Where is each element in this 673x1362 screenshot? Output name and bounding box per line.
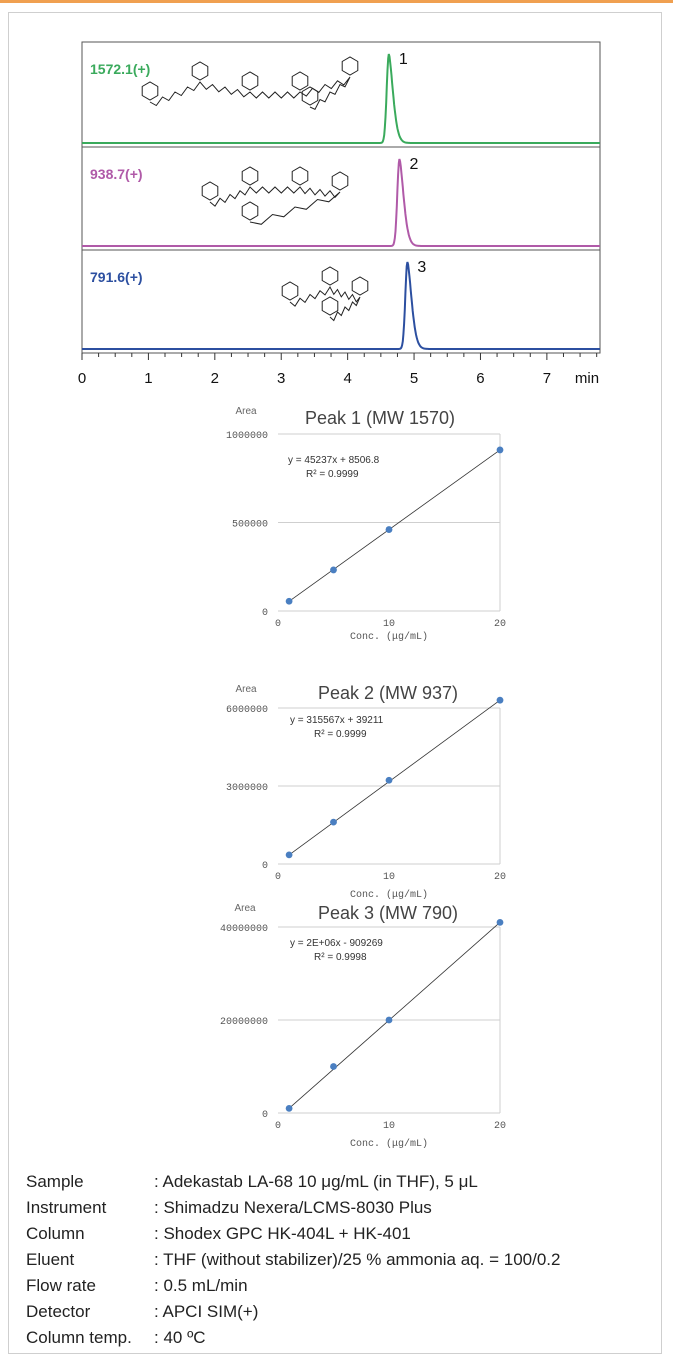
trend-equation: y = 315567x + 39211	[290, 715, 384, 726]
chromatogram: 1572.1(+) 1 938.7(+) 2 791.6(+) 3 0 1 2 3 4 5 6 7 min	[78, 41, 601, 387]
x-tick-label: 10	[383, 1121, 395, 1132]
molecule-ring	[341, 56, 359, 76]
chromatogram-frame	[81, 41, 601, 354]
peak-number-1: 1	[399, 51, 408, 68]
x-axis-label: Conc. (μg/mL)	[350, 889, 428, 901]
y-axis-label: Area	[235, 406, 257, 417]
trace-3	[82, 261, 600, 350]
x-tick-label: 6	[476, 370, 484, 387]
trend-equation: y = 2E+06x - 909269	[290, 938, 383, 949]
trend-r-squared: R² = 0.9999	[314, 729, 367, 740]
trace-2	[82, 158, 600, 247]
x-tick-label: 3	[277, 370, 285, 387]
data-point	[496, 918, 504, 926]
trendline	[288, 449, 501, 602]
x-axis-unit: min	[575, 370, 599, 387]
x-axis-label: Conc. (μg/mL)	[350, 1138, 428, 1150]
molecule-ring	[291, 71, 309, 91]
data-point	[385, 526, 393, 533]
mz-label-3: 791.6(+)	[90, 269, 143, 285]
calibration-chart-1: Peak 1 (MW 1570) Area 0 500000 1000000 0 10 20 C…	[226, 406, 506, 643]
calibration-chart-3: Peak 3 (MW 790) Area 0 20000000 40000000 0 10 2…	[220, 903, 506, 1150]
data-point	[496, 696, 504, 704]
data-point	[285, 597, 293, 605]
y-tick-label: 0	[262, 1110, 268, 1121]
y-axis-label: Area	[234, 903, 256, 914]
molecule-ring	[241, 71, 259, 91]
molecule-ring	[321, 296, 339, 316]
y-axis-label: Area	[235, 684, 257, 695]
molecule-structure-1	[141, 56, 359, 110]
mz-label-2: 938.7(+)	[90, 166, 143, 182]
calibration-chart-2: Peak 2 (MW 937) Area 0 3000000 6000000 0 10 20 C…	[226, 683, 506, 901]
data-point	[385, 776, 393, 784]
x-tick-label: 4	[343, 370, 351, 387]
x-tick-label: 10	[383, 872, 395, 883]
molecule-backbone	[149, 76, 351, 110]
trend-r-squared: R² = 0.9999	[306, 469, 359, 480]
x-tick-label: 1	[144, 370, 152, 387]
molecule-backbone	[209, 186, 341, 225]
molecule-ring	[291, 166, 309, 186]
y-tick-label: 500000	[232, 520, 268, 531]
y-tick-label: 0	[262, 608, 268, 619]
x-tick-label: 20	[494, 619, 506, 630]
molecule-ring	[351, 276, 369, 296]
y-tick-label: 0	[262, 861, 268, 872]
molecule-ring	[321, 266, 339, 286]
molecule-backbone	[289, 285, 361, 322]
x-tick-label: 0	[275, 619, 281, 630]
x-tick-label: 5	[410, 370, 418, 387]
data-point	[496, 446, 504, 454]
molecule-structure-2	[201, 166, 349, 225]
mz-label-1: 1572.1(+)	[90, 61, 150, 77]
figure-frame	[8, 12, 662, 1354]
molecule-ring	[201, 181, 219, 201]
molecule-ring	[191, 61, 209, 81]
top-accent-rule	[0, 0, 673, 3]
x-tick-label: 10	[383, 619, 395, 630]
molecule-structure-3	[281, 266, 369, 322]
trend-equation: y = 45237x + 8506.8	[288, 455, 380, 466]
molecule-ring	[241, 201, 259, 221]
chart-title: Peak 2 (MW 937)	[318, 683, 458, 703]
chart-title: Peak 1 (MW 1570)	[305, 408, 455, 428]
trend-r-squared: R² = 0.9998	[314, 952, 367, 963]
data-point	[285, 1104, 293, 1112]
x-tick-label: 2	[211, 370, 219, 387]
y-tick-label: 40000000	[220, 924, 268, 935]
molecule-ring	[141, 81, 159, 101]
x-axis-label: Conc. (μg/mL)	[350, 631, 428, 643]
peak-number-2: 2	[409, 156, 418, 173]
x-tick-label: 20	[494, 1121, 506, 1132]
data-point	[285, 851, 293, 859]
molecule-ring	[241, 166, 259, 186]
y-tick-label: 6000000	[226, 705, 268, 716]
data-point	[330, 1063, 337, 1070]
molecule-ring	[281, 281, 299, 301]
data-point	[330, 818, 337, 826]
trendline	[288, 699, 501, 856]
molecule-ring	[301, 86, 319, 106]
x-tick-label: 0	[275, 872, 281, 883]
molecule-ring	[331, 171, 349, 191]
peak-number-3: 3	[417, 259, 426, 276]
x-tick-label: 7	[543, 370, 551, 387]
y-tick-label: 1000000	[226, 431, 268, 442]
x-tick-label: 20	[494, 872, 506, 883]
chart-title: Peak 3 (MW 790)	[318, 903, 458, 923]
trendline	[288, 922, 501, 1109]
data-point	[385, 1016, 393, 1024]
y-tick-label: 20000000	[220, 1017, 268, 1028]
x-tick-label: 0	[78, 370, 86, 387]
x-tick-label: 0	[275, 1121, 281, 1132]
trace-1	[82, 53, 600, 144]
data-point	[330, 566, 337, 574]
y-tick-label: 3000000	[226, 783, 268, 794]
